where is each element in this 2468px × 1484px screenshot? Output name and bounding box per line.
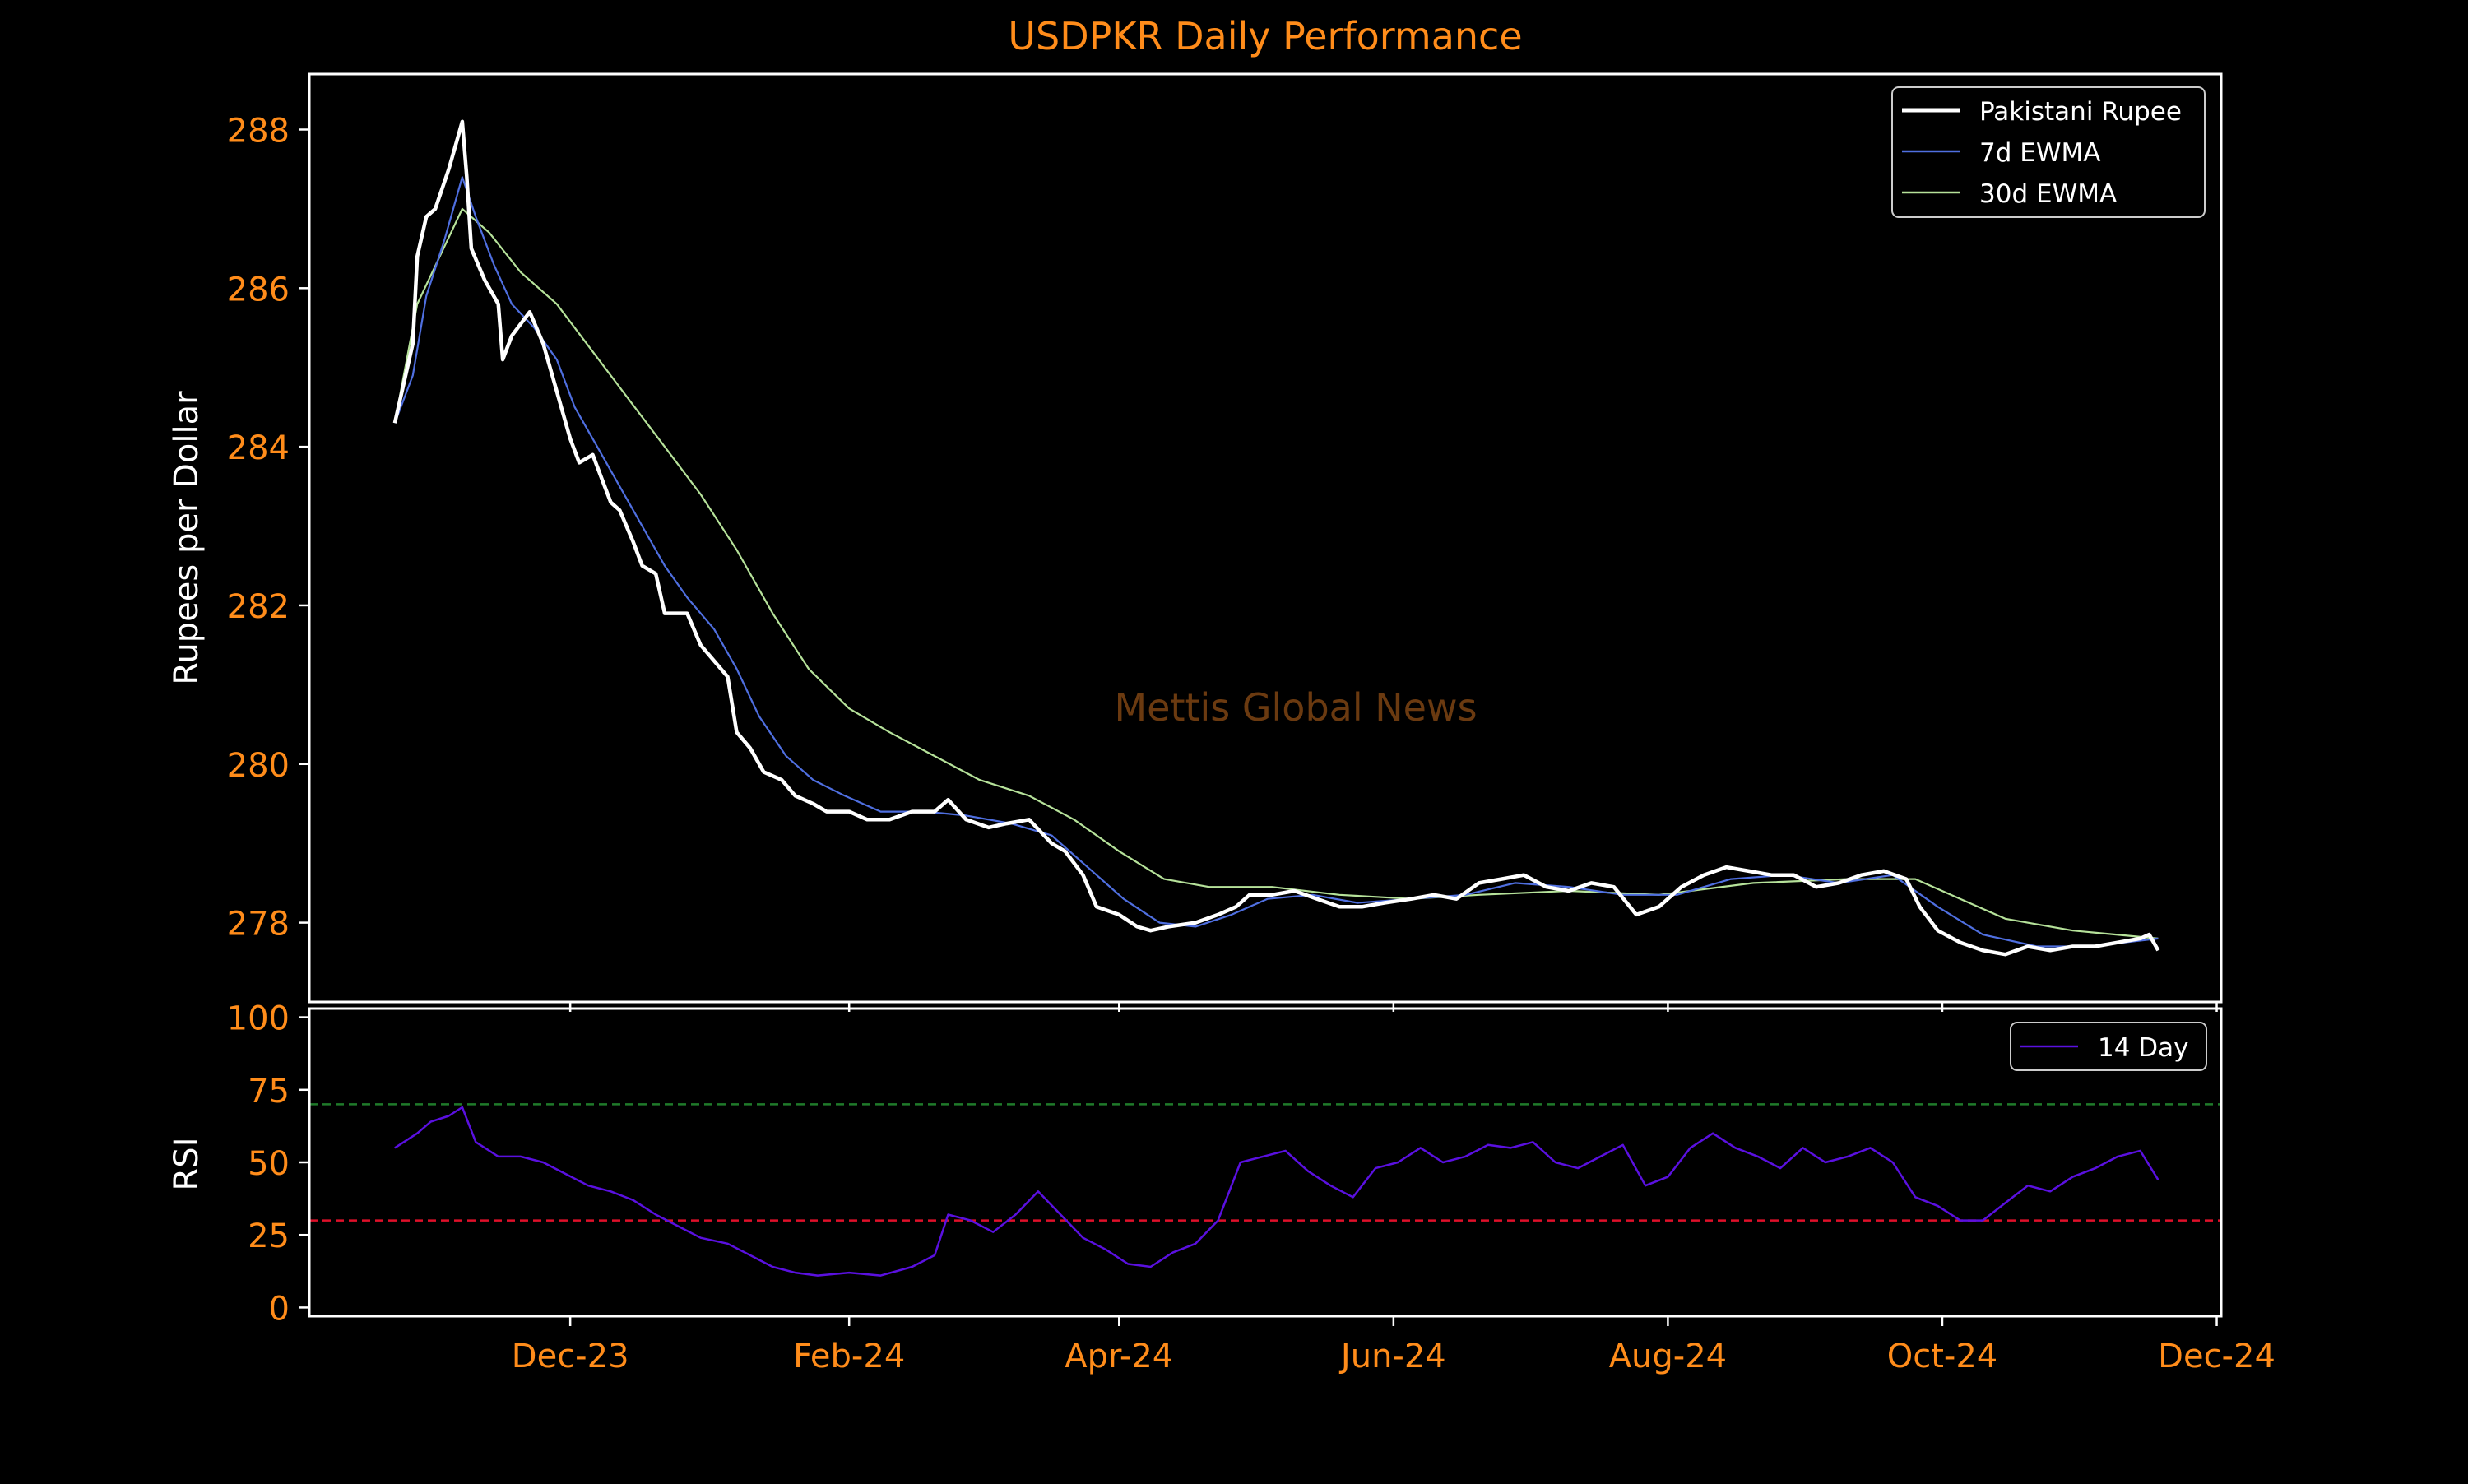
- price-y-tick-label: 286: [227, 271, 290, 308]
- x-tick-label: Feb-24: [793, 1338, 905, 1375]
- rsi-series-lines: [394, 1106, 2160, 1277]
- x-tick-label: Dec-24: [2158, 1338, 2275, 1375]
- series-line-14-day-rsi: [394, 1106, 2160, 1277]
- rsi-reference-lines: [309, 1103, 2221, 1222]
- legend-label-price: Pakistani Rupee: [1979, 97, 2182, 127]
- price-y-axis-label: Rupees per Dollar: [168, 391, 206, 685]
- rsi-y-ticks: 0 25 50 75 100: [227, 1000, 309, 1328]
- price-y-tick-label: 288: [227, 112, 290, 150]
- x-tick-label: Aug-24: [1609, 1338, 1727, 1375]
- rsi-y-tick-label: 0: [269, 1290, 290, 1328]
- chart-title: USDPKR Daily Performance: [1008, 14, 1522, 58]
- rsi-legend: 14 Day: [2010, 1022, 2207, 1071]
- price-plot-frame: [308, 72, 2223, 1004]
- x-tick-label: Oct-24: [1887, 1338, 1998, 1375]
- rsi-panel: 0 25 50 75 100 Dec-23 Feb-24 Apr-24 Jun-24 Aug-2…: [168, 1000, 2275, 1375]
- x-tick-label: Dec-23: [512, 1338, 629, 1375]
- price-y-ticks: 278 280 282 284 286 288: [227, 112, 309, 944]
- watermark: Mettis Global News: [1114, 685, 1477, 730]
- price-legend-box: [1891, 86, 2206, 218]
- x-tick-label: Jun-24: [1338, 1338, 1446, 1375]
- legend-label-rsi: 14 Day: [2098, 1033, 2189, 1063]
- price-y-tick-label: 278: [227, 906, 290, 944]
- rsi-y-tick-label: 75: [248, 1073, 290, 1111]
- price-y-tick-label: 282: [227, 588, 290, 626]
- rsi-plot-frame: [308, 1007, 2223, 1318]
- series-line-pakistani-rupee: [392, 119, 2160, 957]
- rsi-x-ticks: Dec-23 Feb-24 Apr-24 Jun-24 Aug-24 Oct-24 Dec-…: [512, 1316, 2275, 1375]
- rsi-y-tick-label: 25: [248, 1217, 290, 1255]
- rsi-y-axis-label: RSI: [168, 1138, 206, 1191]
- price-x-tickmarks: [568, 1002, 2218, 1012]
- price-legend: Pakistani Rupee 7d EWMA 30d EWMA: [1891, 86, 2206, 218]
- rsi-y-tick-label: 50: [248, 1145, 290, 1183]
- legend-label-ewma7: 7d EWMA: [1979, 138, 2100, 168]
- price-y-tick-label: 280: [227, 747, 290, 785]
- price-panel: 278 280 282 284 286 288 Rupees per Dollar Pak…: [168, 72, 2223, 1012]
- series-line-30d-ewma: [393, 207, 2159, 939]
- rsi-y-tick-label: 100: [227, 1000, 290, 1038]
- rsi-legend-box: [2010, 1022, 2207, 1071]
- x-tick-label: Apr-24: [1065, 1338, 1173, 1375]
- price-y-tick-label: 284: [227, 429, 290, 467]
- legend-label-ewma30: 30d EWMA: [1979, 179, 2117, 209]
- price-series-lines: [392, 119, 2160, 957]
